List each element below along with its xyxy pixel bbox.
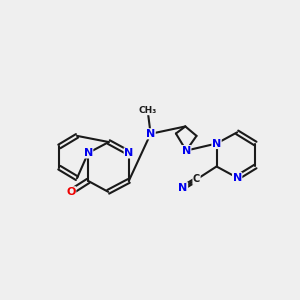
Text: N: N [212,139,221,148]
Text: N: N [83,148,93,158]
Text: O: O [66,187,76,197]
Text: N: N [146,129,155,139]
Text: N: N [232,173,242,183]
Text: N: N [124,148,134,158]
Text: CH₃: CH₃ [139,106,157,115]
Text: N: N [178,183,188,193]
Text: N: N [182,146,191,156]
Text: C: C [193,174,200,184]
